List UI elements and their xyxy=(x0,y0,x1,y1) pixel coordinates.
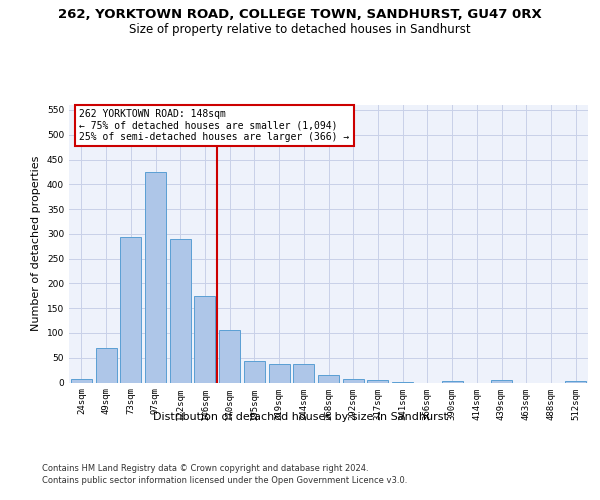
Bar xyxy=(293,364,314,382)
Bar xyxy=(244,360,265,382)
Bar xyxy=(318,375,339,382)
Text: Size of property relative to detached houses in Sandhurst: Size of property relative to detached ho… xyxy=(129,22,471,36)
Text: 262, YORKTOWN ROAD, COLLEGE TOWN, SANDHURST, GU47 0RX: 262, YORKTOWN ROAD, COLLEGE TOWN, SANDHU… xyxy=(58,8,542,20)
Text: Distribution of detached houses by size in Sandhurst: Distribution of detached houses by size … xyxy=(152,412,448,422)
Bar xyxy=(565,381,586,382)
Bar xyxy=(120,238,141,382)
Text: Contains public sector information licensed under the Open Government Licence v3: Contains public sector information licen… xyxy=(42,476,407,485)
Bar xyxy=(343,378,364,382)
Bar xyxy=(194,296,215,382)
Bar xyxy=(71,378,92,382)
Bar xyxy=(269,364,290,382)
Text: 262 YORKTOWN ROAD: 148sqm
← 75% of detached houses are smaller (1,094)
25% of se: 262 YORKTOWN ROAD: 148sqm ← 75% of detac… xyxy=(79,109,350,142)
Bar xyxy=(219,330,240,382)
Bar xyxy=(491,380,512,382)
Text: Contains HM Land Registry data © Crown copyright and database right 2024.: Contains HM Land Registry data © Crown c… xyxy=(42,464,368,473)
Bar xyxy=(442,381,463,382)
Bar xyxy=(95,348,116,382)
Bar xyxy=(170,239,191,382)
Bar xyxy=(145,172,166,382)
Bar xyxy=(367,380,388,382)
Y-axis label: Number of detached properties: Number of detached properties xyxy=(31,156,41,332)
